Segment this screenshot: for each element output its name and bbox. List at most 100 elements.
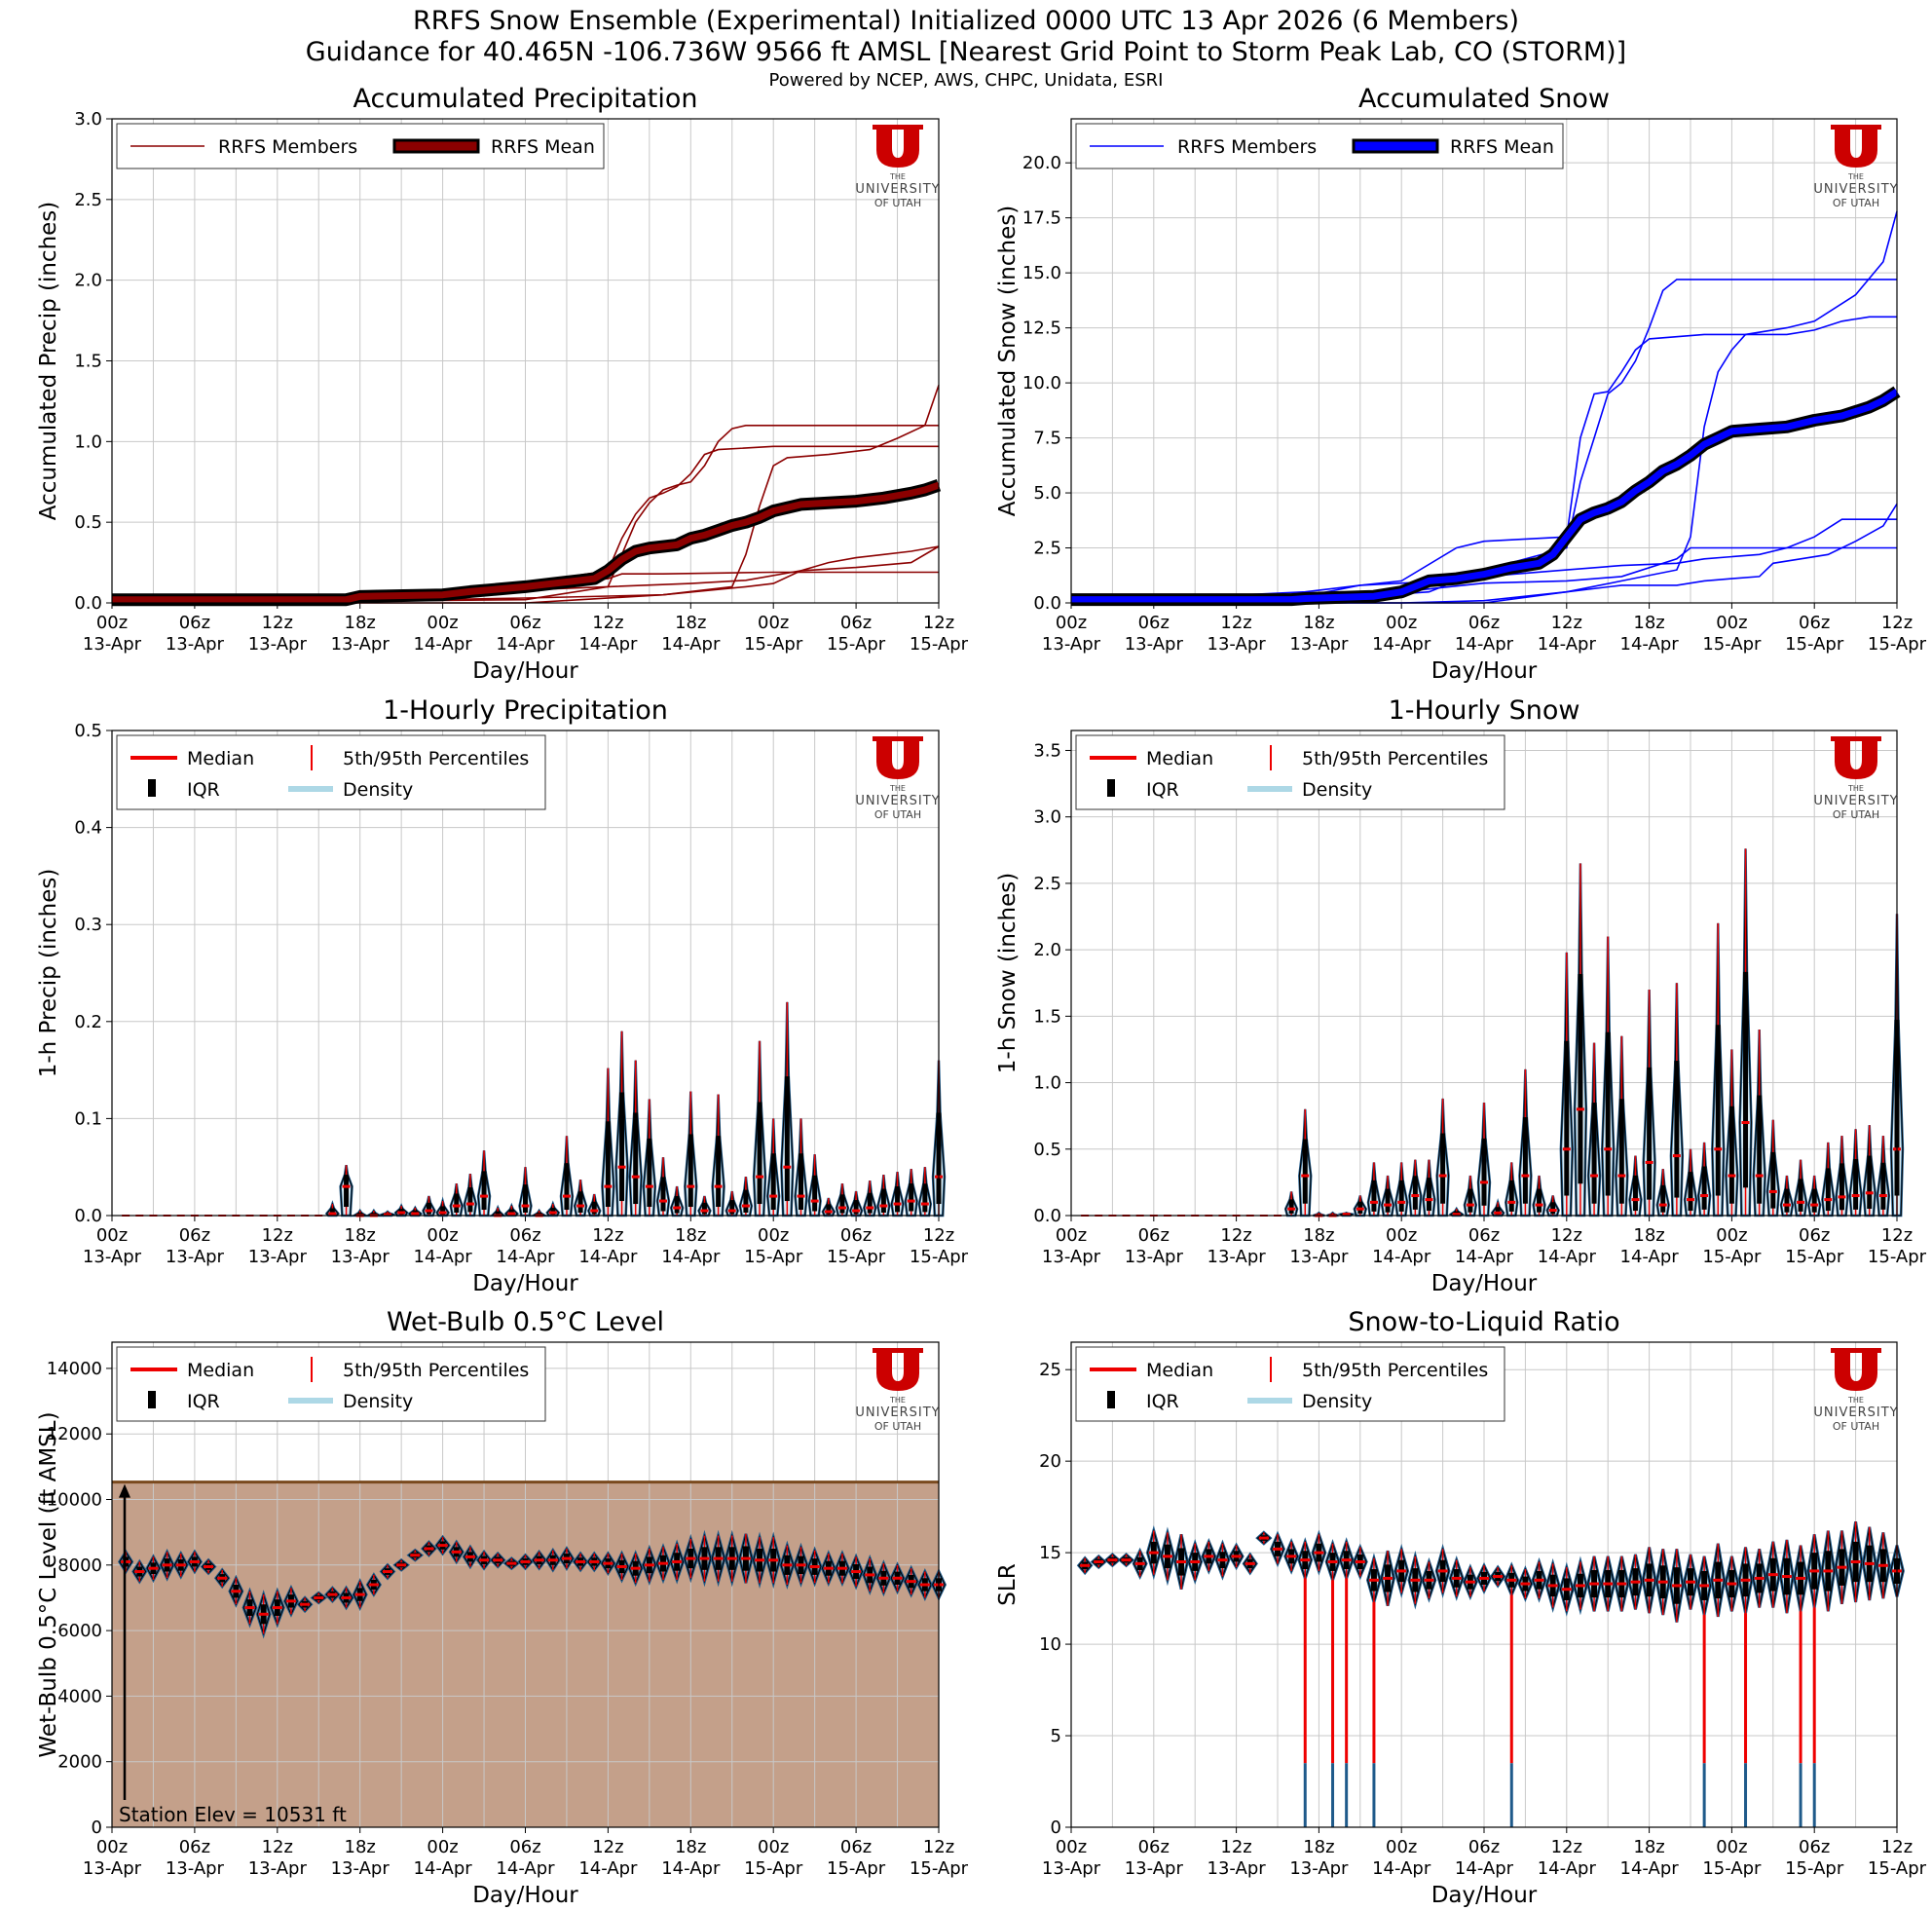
y-tick-label: 10.0: [1022, 373, 1061, 393]
x-tick-label-date: 15-Apr: [827, 1858, 886, 1879]
violin-iqr-box: [1440, 1133, 1446, 1204]
y-tick-label: 8000: [57, 1555, 102, 1576]
x-tick-label-date: 13-Apr: [166, 634, 225, 655]
x-tick-label-date: 14-Apr: [1620, 1247, 1680, 1267]
x-tick-label-date: 13-Apr: [83, 1247, 142, 1267]
y-tick-label: 3.5: [1033, 740, 1061, 761]
y-tick-label: 0.0: [1033, 1206, 1061, 1226]
x-tick-label-hour: 06z: [509, 1225, 540, 1246]
x-tick-label-date: 14-Apr: [1538, 1858, 1597, 1879]
violin-outline: [724, 1533, 739, 1584]
x-axis-label: Day/Hour: [472, 1883, 578, 1908]
utah-u-icon: [1835, 736, 1877, 779]
x-tick-label-date: 13-Apr: [248, 1247, 308, 1267]
mean-line: [1071, 389, 1899, 604]
x-tick-label-hour: 18z: [675, 1837, 706, 1857]
violin-iqr-box: [853, 1200, 859, 1215]
utah-u-icon: [1835, 1348, 1877, 1391]
x-tick-label-date: 14-Apr: [1620, 1858, 1680, 1879]
y-tick-label: 25: [1039, 1360, 1061, 1380]
y-tick-label: 0.5: [1033, 1140, 1061, 1160]
chart-legend: Median 5th/95th Percentiles IQR Density: [116, 734, 546, 810]
legend-mean-swatch: [392, 138, 480, 154]
y-tick-label: 3.0: [74, 109, 102, 130]
violin-iqr-box: [344, 1175, 350, 1208]
legend-box: [116, 1346, 546, 1422]
x-tick-label-hour: 12z: [1220, 1837, 1251, 1857]
x-tick-label-hour: 06z: [840, 1837, 872, 1857]
violin-iqr-box: [1508, 1180, 1514, 1212]
x-tick-label-hour: 00z: [427, 1837, 458, 1857]
violin-iqr-box: [880, 1188, 886, 1214]
violin-outline: [836, 1552, 849, 1585]
x-tick-label-hour: 06z: [1138, 613, 1170, 633]
x-tick-label-hour: 06z: [1468, 1225, 1500, 1246]
figure-credits: Powered by NCEP, AWS, CHPC, Unidata, ESR…: [768, 70, 1164, 91]
x-tick-label-hour: 06z: [509, 613, 540, 633]
y-tick-label: 15.0: [1022, 263, 1061, 283]
figure-title: RRFS Snow Ensemble (Experimental) Initia…: [412, 6, 1520, 36]
x-tick-label-hour: 12z: [592, 1837, 623, 1857]
violin-outline: [1284, 1540, 1299, 1573]
legend-iqr-swatch: [148, 1391, 156, 1408]
chart-title: 1-Hourly Snow: [1389, 695, 1580, 726]
y-tick-label: 0.0: [74, 1206, 102, 1226]
violin-outline: [1477, 1564, 1491, 1592]
violin-iqr-box: [1426, 1178, 1431, 1212]
violin-outline: [574, 1553, 588, 1571]
member-line: [111, 385, 940, 604]
violin-outline: [1435, 1547, 1450, 1595]
x-tick-label-date: 13-Apr: [1289, 1247, 1349, 1267]
violin-iqr-box: [729, 1200, 735, 1215]
x-tick-label-date: 14-Apr: [496, 1247, 555, 1267]
y-tick-label: 7.5: [1033, 429, 1061, 449]
y-axis-label: SLR: [995, 1563, 1021, 1605]
legend-density-label: Density: [1302, 779, 1372, 801]
legend-box: [1075, 1346, 1505, 1422]
legend-density-label: Density: [343, 779, 413, 801]
violin-iqr-box: [1288, 1199, 1294, 1214]
violin-outline: [449, 1541, 464, 1563]
x-tick-label-date: 13-Apr: [166, 1247, 225, 1267]
x-tick-label-hour: 18z: [345, 1837, 376, 1857]
violin-outline: [821, 1552, 836, 1585]
violin-iqr-box: [1728, 1105, 1734, 1204]
legend-percentile-label: 5th/95th Percentiles: [1302, 1360, 1488, 1381]
y-tick-label: 5: [1051, 1726, 1061, 1746]
violin-iqr-box: [1578, 974, 1583, 1184]
x-tick-label-hour: 00z: [1056, 1837, 1087, 1857]
violin-iqr-box: [839, 1194, 845, 1214]
y-tick-label: 20.0: [1022, 153, 1061, 173]
legend-box: [1075, 734, 1505, 810]
y-tick-label: 12000: [47, 1424, 102, 1444]
violin-iqr-box: [467, 1187, 473, 1213]
y-tick-label: 2000: [57, 1752, 102, 1773]
violin-iqr-box: [1701, 1166, 1707, 1210]
logo-text-the: THE: [1847, 1396, 1864, 1405]
x-tick-label-hour: 06z: [179, 1837, 210, 1857]
logo-text-of-utah: OF UTAH: [874, 1420, 921, 1433]
x-tick-label-date: 15-Apr: [1785, 1858, 1844, 1879]
logo-text-the: THE: [889, 1396, 906, 1405]
legend-median-label: Median: [187, 1360, 254, 1381]
mean-line: [112, 481, 941, 604]
logo-text-university: UNIVERSITY: [855, 182, 940, 197]
utah-u-serif-icon: [1831, 125, 1881, 130]
violin-outline: [1642, 1547, 1656, 1614]
violin-outline: [1092, 1555, 1106, 1568]
logo-text-the: THE: [1847, 784, 1864, 793]
violin-iqr-box: [743, 1189, 749, 1214]
x-tick-label-date: 15-Apr: [827, 1247, 886, 1267]
violin-iqr-box: [1495, 1207, 1501, 1216]
y-tick-label: 2.5: [1033, 539, 1061, 559]
x-tick-label-date: 15-Apr: [1868, 1247, 1927, 1267]
violin-iqr-box: [1839, 1163, 1844, 1211]
x-tick-label-hour: 06z: [509, 1837, 540, 1857]
violin-outline: [1202, 1540, 1216, 1573]
violin-outline: [393, 1559, 409, 1571]
violin-outline: [1684, 1554, 1697, 1610]
violin-iqr-box: [1853, 1159, 1859, 1210]
